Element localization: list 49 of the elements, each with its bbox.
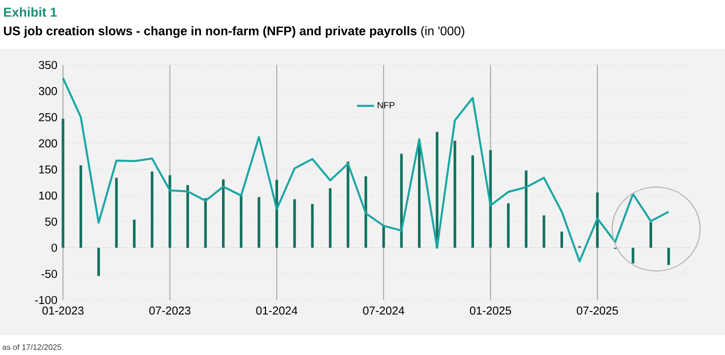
bar (204, 198, 207, 248)
bar (364, 176, 368, 248)
y-tick-label: 250 (38, 113, 58, 122)
bar (542, 215, 546, 248)
bar (471, 155, 474, 248)
bar (222, 179, 225, 248)
bar (150, 172, 154, 248)
bar (80, 165, 82, 248)
y-tick-label: -100 (35, 296, 58, 304)
y-tick-label: 50 (45, 218, 58, 226)
bar (382, 226, 385, 248)
chart-title: Exhibit 1 (4, 7, 57, 17)
bar (632, 248, 634, 264)
x-tick-label: 07-2024 (363, 306, 404, 315)
bar (186, 185, 189, 248)
bar (507, 203, 510, 248)
line-series (62, 77, 670, 262)
bar (168, 175, 172, 248)
bar (400, 154, 403, 248)
y-tick-label: 200 (38, 139, 58, 148)
bar (97, 248, 100, 276)
x-tick-label: 07-2023 (149, 306, 190, 315)
bar (454, 140, 456, 248)
bar (346, 162, 350, 248)
y-tick-label: 150 (39, 165, 58, 174)
bar (115, 178, 118, 248)
bar (132, 220, 136, 248)
bar (293, 199, 296, 248)
y-tick-label: 350 (38, 60, 58, 70)
y-tick-label: -50 (41, 270, 58, 278)
x-tick-label: 01-2023 (42, 306, 84, 315)
bar (328, 188, 332, 248)
bar (258, 197, 260, 248)
bar (489, 150, 492, 248)
bar (240, 196, 242, 248)
y-tick-label: 0 (52, 244, 58, 252)
legend-label: NFP (378, 102, 395, 108)
x-tick-label: 01-2025 (470, 306, 512, 315)
bar (62, 118, 64, 248)
bar (667, 248, 670, 266)
chart-subtitle: US job creation slows - change in non-farm (NFP) and private payrolls (in '000) (4, 26, 464, 38)
x-tick-label: 01-2024 (256, 306, 298, 315)
y-tick-label: 300 (38, 87, 58, 96)
bar (560, 232, 564, 248)
y-tick-label: 100 (39, 192, 58, 200)
x-tick-label: 07-2025 (576, 306, 618, 315)
bar (311, 204, 314, 248)
bar (650, 222, 652, 248)
bar (524, 170, 528, 248)
